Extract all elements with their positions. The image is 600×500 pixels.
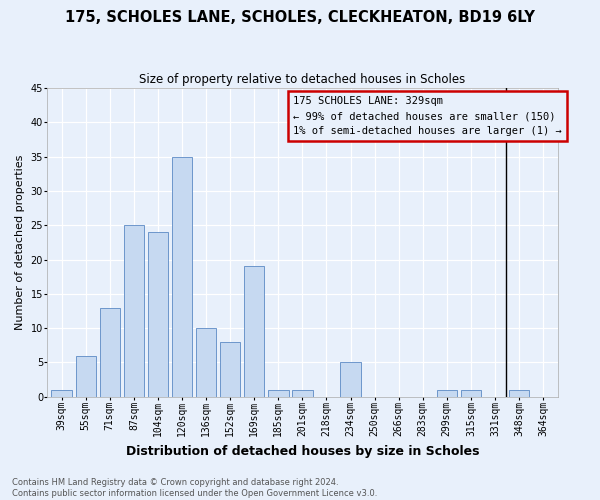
- Bar: [220, 342, 241, 397]
- Bar: [172, 156, 192, 397]
- Bar: [76, 356, 96, 397]
- Bar: [196, 328, 217, 397]
- Text: 175, SCHOLES LANE, SCHOLES, CLECKHEATON, BD19 6LY: 175, SCHOLES LANE, SCHOLES, CLECKHEATON,…: [65, 10, 535, 25]
- Bar: [100, 308, 120, 397]
- Bar: [124, 226, 144, 397]
- Bar: [244, 266, 265, 397]
- Bar: [340, 362, 361, 397]
- Title: Size of property relative to detached houses in Scholes: Size of property relative to detached ho…: [139, 72, 466, 86]
- Text: 175 SCHOLES LANE: 329sqm
← 99% of detached houses are smaller (150)
1% of semi-d: 175 SCHOLES LANE: 329sqm ← 99% of detach…: [293, 96, 562, 136]
- Bar: [268, 390, 289, 397]
- Bar: [437, 390, 457, 397]
- Bar: [52, 390, 72, 397]
- Y-axis label: Number of detached properties: Number of detached properties: [15, 154, 25, 330]
- Bar: [148, 232, 168, 397]
- Text: Contains HM Land Registry data © Crown copyright and database right 2024.
Contai: Contains HM Land Registry data © Crown c…: [12, 478, 377, 498]
- Bar: [292, 390, 313, 397]
- X-axis label: Distribution of detached houses by size in Scholes: Distribution of detached houses by size …: [125, 444, 479, 458]
- Bar: [461, 390, 481, 397]
- Bar: [509, 390, 529, 397]
